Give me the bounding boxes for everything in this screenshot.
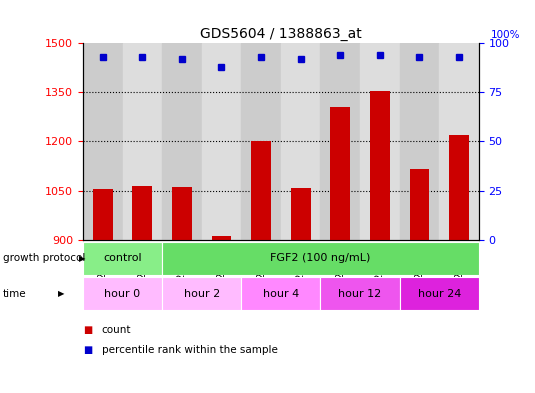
Text: percentile rank within the sample: percentile rank within the sample — [102, 345, 278, 355]
Bar — [320, 43, 360, 240]
Bar — [123, 43, 162, 240]
Bar — [133, 185, 152, 240]
Bar — [370, 91, 389, 240]
Bar — [93, 189, 112, 240]
Bar — [202, 43, 241, 240]
Text: hour 2: hour 2 — [184, 289, 220, 299]
Bar — [281, 43, 320, 240]
Text: time: time — [3, 289, 26, 299]
Title: GDS5604 / 1388863_at: GDS5604 / 1388863_at — [200, 27, 362, 41]
Text: hour 0: hour 0 — [104, 289, 141, 299]
Text: control: control — [103, 253, 142, 263]
Bar — [83, 43, 123, 240]
Bar — [400, 43, 439, 240]
Text: ▶: ▶ — [79, 254, 86, 263]
Bar — [331, 107, 350, 240]
Bar — [162, 43, 202, 240]
Bar — [162, 277, 241, 310]
Text: 100%: 100% — [491, 30, 520, 40]
Text: ▶: ▶ — [58, 289, 65, 298]
Bar — [410, 169, 430, 240]
Text: ■: ■ — [83, 325, 92, 335]
Text: ■: ■ — [83, 345, 92, 355]
Bar — [400, 277, 479, 310]
Bar — [360, 43, 400, 240]
Text: hour 12: hour 12 — [339, 289, 381, 299]
Text: FGF2 (100 ng/mL): FGF2 (100 ng/mL) — [270, 253, 371, 263]
Bar — [162, 242, 479, 275]
Text: hour 4: hour 4 — [263, 289, 299, 299]
Bar — [212, 237, 231, 240]
Bar — [241, 43, 281, 240]
Bar — [439, 43, 479, 240]
Bar — [291, 188, 311, 240]
Text: count: count — [102, 325, 131, 335]
Bar — [83, 277, 162, 310]
Bar — [172, 187, 192, 240]
Bar — [320, 277, 400, 310]
Bar — [251, 141, 271, 240]
Bar — [83, 242, 162, 275]
Text: growth protocol: growth protocol — [3, 253, 85, 263]
Bar — [241, 277, 320, 310]
Text: hour 24: hour 24 — [417, 289, 461, 299]
Bar — [449, 135, 469, 240]
